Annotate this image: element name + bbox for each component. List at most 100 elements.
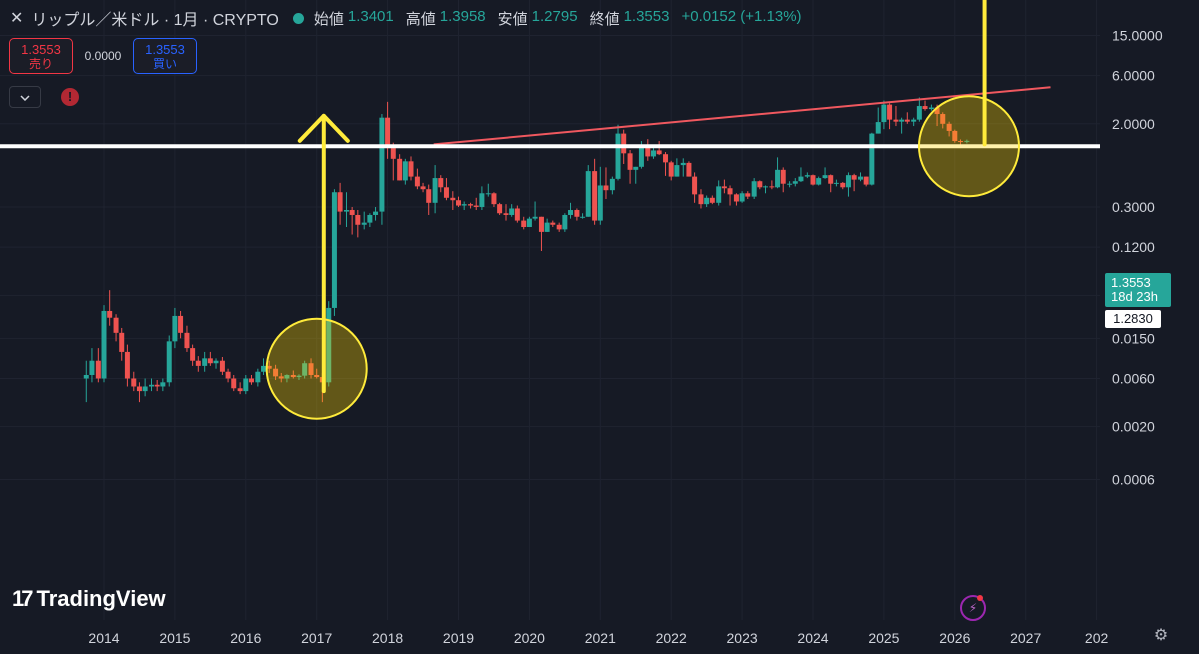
candle-body	[142, 386, 148, 392]
candle-body	[136, 386, 142, 392]
sell-button[interactable]: 1.3553 売り	[9, 38, 73, 74]
candle-body	[266, 365, 272, 369]
candle-body	[202, 358, 208, 366]
candle-body	[692, 176, 698, 195]
x-icon[interactable]: ✕	[10, 10, 24, 27]
candle-body	[119, 332, 125, 352]
y-tick-label: 0.1200	[1112, 239, 1155, 255]
candle-body	[166, 341, 172, 383]
x-tick-label: 2016	[230, 630, 261, 646]
candle-body	[757, 181, 763, 188]
ohlc-values: 始値 1.3401 高値 1.3958 安値 1.2795 終値 1.3553 +0.0152 …	[314, 8, 802, 29]
symbol-title[interactable]: リップル／米ドル · 1月 · CRYPTO	[31, 12, 279, 29]
candle-body	[367, 214, 373, 223]
candle-body	[331, 192, 337, 308]
gear-icon[interactable]: ⚙	[1153, 627, 1169, 644]
candle-body	[668, 162, 674, 177]
candle-body	[479, 193, 485, 207]
candle-body	[343, 210, 349, 212]
candle-body	[390, 148, 396, 159]
candle-body	[733, 194, 739, 202]
buy-label: 買い	[152, 57, 177, 71]
candle-body	[704, 197, 710, 205]
x-tick-label: 2025	[868, 630, 899, 646]
buy-button[interactable]: 1.3553 買い	[133, 38, 197, 74]
candle-body	[946, 123, 952, 131]
time-axis[interactable]: 2014 2015 2016 2017 2018 2019 2020 2021 2022 2023…	[88, 630, 1108, 646]
candle-body	[745, 193, 751, 197]
x-tick-label: 202	[1085, 630, 1109, 646]
candle-body	[432, 178, 438, 203]
ohlc-value: 1.2795	[531, 7, 578, 25]
candle-body	[858, 176, 864, 180]
candle-body	[83, 374, 89, 379]
candle-body	[822, 175, 828, 179]
candle-body	[503, 213, 509, 215]
price-axis[interactable]: 2,200.0000800.0000300.0000120.000040.000…	[1112, 0, 1182, 487]
candle-body	[397, 158, 403, 181]
candle-body	[615, 133, 621, 179]
candle-body	[899, 119, 905, 122]
y-tick-label: 0.0060	[1112, 370, 1155, 386]
y-tick-label: 15.0000	[1112, 27, 1163, 43]
candle-body	[149, 384, 155, 387]
candle-body	[568, 210, 574, 215]
candle-body	[597, 185, 603, 221]
trade-panel: 1.3553 売り 0.0000 1.3553 買い	[9, 38, 197, 74]
candle-body	[804, 175, 810, 177]
candle-body	[562, 214, 568, 230]
candle-body	[379, 117, 385, 212]
x-tick-label: 2019	[443, 630, 474, 646]
candle-body	[638, 146, 644, 167]
candle-body	[385, 117, 391, 149]
ohlc-key: 終値	[589, 10, 620, 28]
candle-body	[420, 186, 426, 190]
candle-body	[798, 176, 804, 182]
x-tick-label: 2018	[372, 630, 403, 646]
candle-body	[627, 153, 633, 170]
candle-body	[461, 204, 467, 206]
drawing-overlays	[0, 0, 1100, 420]
y-tick-label: 2.0000	[1112, 116, 1155, 132]
candle-body	[887, 104, 893, 120]
candle-body	[178, 315, 184, 333]
candle-body	[184, 332, 190, 349]
x-tick-label: 2017	[301, 630, 332, 646]
x-tick-label: 2022	[656, 630, 687, 646]
candle-body	[278, 376, 284, 379]
up-arrow-head	[297, 113, 350, 143]
candle-body	[934, 107, 940, 115]
tradingview-logo: 17 TradingView	[12, 586, 166, 612]
candle-body	[609, 178, 615, 191]
candle-body	[869, 133, 875, 185]
candle-body	[739, 193, 745, 202]
candle-body	[775, 169, 781, 188]
spread-value: 0.0000	[84, 49, 122, 63]
candle-body	[355, 214, 361, 225]
logo-mark: 17	[12, 586, 34, 611]
chevron-down-icon[interactable]	[9, 86, 41, 108]
candle-body	[284, 374, 290, 379]
candle-body	[787, 183, 793, 185]
candle-body	[290, 374, 296, 378]
grid-lines	[0, 0, 1100, 620]
x-tick-label: 2027	[1010, 630, 1041, 646]
candle-body	[663, 154, 669, 163]
candle-body	[89, 360, 95, 375]
candle-body	[716, 186, 722, 203]
candle-body	[845, 175, 851, 188]
candle-body	[124, 351, 130, 379]
candle-body	[863, 176, 869, 185]
candle-body	[532, 216, 538, 219]
symbol-header: ✕ リップル／米ドル · 1月 · CRYPTO 始値 1.3401 高値 1.395…	[10, 6, 802, 30]
candle-body	[780, 169, 786, 184]
candle-body	[840, 182, 846, 188]
candle-body	[769, 186, 775, 188]
lightning-icon[interactable]: ⚡	[960, 595, 986, 621]
candle-body	[514, 208, 520, 221]
exclamation-icon[interactable]: !	[61, 88, 79, 106]
candle-body	[95, 360, 101, 379]
candle-body	[113, 317, 119, 333]
